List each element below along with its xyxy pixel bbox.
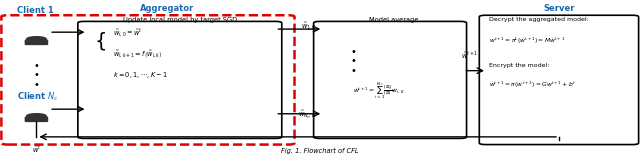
Text: Client 1: Client 1: [17, 6, 54, 15]
Text: $\{$: $\{$: [94, 30, 106, 52]
Text: $\tilde{w}^{t+1} = \sum_{i=1}^{N_c} \frac{|\mathcal{D}_i|}{|\mathcal{D}|} \tilde: $\tilde{w}^{t+1} = \sum_{i=1}^{N_c} \fra…: [353, 80, 405, 101]
Text: $w^{t+1} = \pi^L\left(\tilde{w}^{t+1}\right) = M\tilde{w}^{t+1}$: $w^{t+1} = \pi^L\left(\tilde{w}^{t+1}\ri…: [489, 35, 565, 46]
Text: $\tilde{w}^{t+1} = \pi\left(w^{t+1}\right) = Gw^{t+1} + b^t$: $\tilde{w}^{t+1} = \pi\left(w^{t+1}\righ…: [489, 80, 576, 90]
Text: •: •: [33, 61, 40, 71]
FancyBboxPatch shape: [26, 40, 47, 44]
Text: Server: Server: [543, 4, 575, 13]
Text: $\tilde{w}_{i,k+1} = f\left(\tilde{w}_{i,k}\right)$: $\tilde{w}_{i,k+1} = f\left(\tilde{w}_{i…: [113, 48, 163, 60]
Text: •: •: [350, 47, 356, 57]
Circle shape: [27, 114, 46, 118]
Text: Update local model by target SGD: Update local model by target SGD: [123, 17, 237, 23]
Text: $k = 0, 1, \cdots, K-1$: $k = 0, 1, \cdots, K-1$: [113, 70, 168, 80]
Text: Aggregator: Aggregator: [140, 4, 194, 13]
Text: Encrypt the model:: Encrypt the model:: [489, 63, 549, 68]
Text: $\tilde{w}_{i,0} = \tilde{w}^t$: $\tilde{w}_{i,0} = \tilde{w}^t$: [113, 26, 143, 38]
Text: Client $N_c$: Client $N_c$: [17, 91, 59, 103]
Text: $\tilde{w}_{1,K}$: $\tilde{w}_{1,K}$: [301, 20, 317, 32]
Text: Fig. 1. Flowchart of CFL: Fig. 1. Flowchart of CFL: [281, 148, 359, 154]
FancyBboxPatch shape: [78, 21, 282, 138]
Circle shape: [27, 37, 46, 41]
Text: •: •: [33, 79, 40, 90]
Text: •: •: [350, 56, 356, 66]
Text: $\tilde{w}_{N_c,K}$: $\tilde{w}_{N_c,K}$: [298, 109, 317, 122]
Text: $\tilde{w}^{t+1}$: $\tilde{w}^{t+1}$: [461, 49, 479, 60]
Text: Model average: Model average: [369, 17, 418, 23]
FancyBboxPatch shape: [314, 21, 467, 138]
FancyBboxPatch shape: [479, 15, 639, 145]
Text: $\tilde{w}^t$: $\tilde{w}^t$: [32, 143, 41, 154]
FancyBboxPatch shape: [1, 15, 294, 145]
Text: •: •: [33, 70, 40, 80]
Text: •: •: [350, 66, 356, 76]
FancyBboxPatch shape: [26, 117, 47, 122]
Text: Decrypt the aggregated model:: Decrypt the aggregated model:: [489, 17, 589, 22]
